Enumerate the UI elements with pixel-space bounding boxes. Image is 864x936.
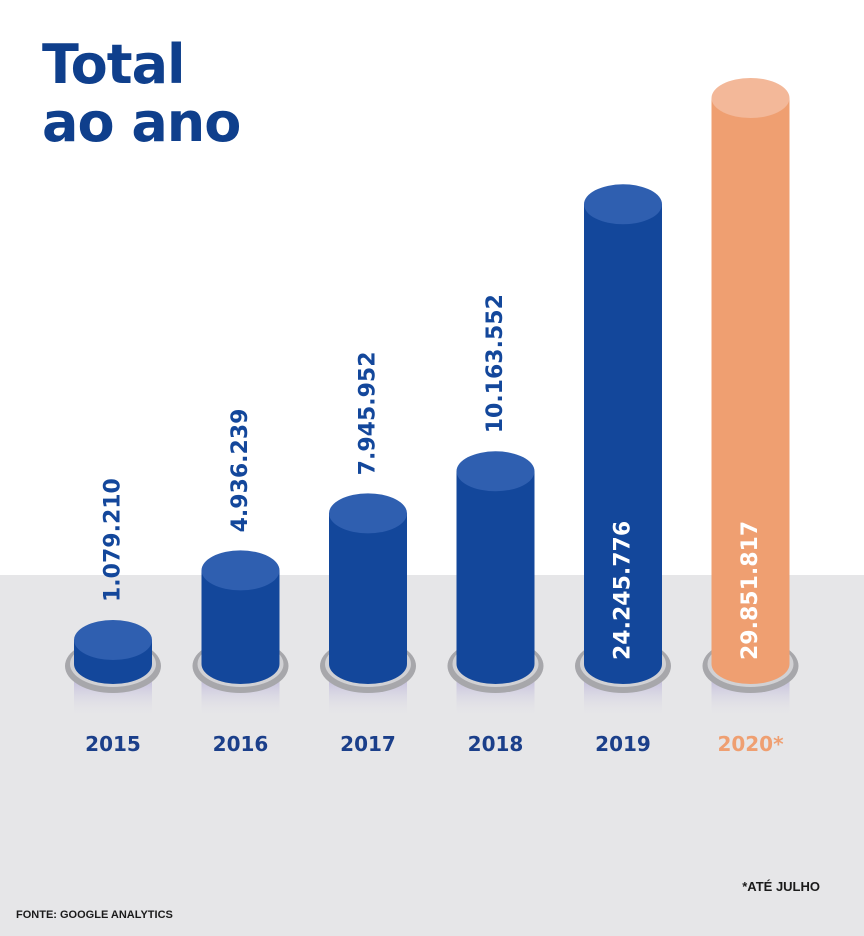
bar-body — [584, 204, 662, 664]
bar-top — [711, 78, 790, 118]
bar-body — [456, 471, 535, 664]
bar-body — [711, 98, 790, 664]
chart-title-line-1: Total — [42, 33, 186, 96]
category-label: 2015 — [85, 732, 141, 756]
bar-top — [584, 184, 662, 225]
bars-layer: 1.079.210 2015 4.936.239 2016 7.945.952 2017 1… — [65, 78, 799, 756]
category-label: 2019 — [595, 732, 651, 756]
bar-value-label: 7.945.952 — [356, 351, 381, 475]
category-label: 2020* — [717, 732, 784, 756]
chart-title-line-2: ao ano — [42, 91, 241, 154]
bar-top — [329, 493, 407, 534]
bar-value-label: 10.163.552 — [483, 294, 508, 433]
category-label: 2018 — [468, 732, 524, 756]
bar-value-label: 29.851.817 — [738, 521, 763, 660]
category-label: 2016 — [213, 732, 269, 756]
bar-top — [456, 451, 535, 492]
source-credit: FONTE: GOOGLE ANALYTICS — [16, 909, 173, 921]
bar-top — [201, 550, 280, 591]
bar-body — [329, 513, 407, 664]
bar-value-label: 24.245.776 — [611, 521, 636, 660]
footnote: *ATÉ JULHO — [742, 879, 820, 894]
bar-top — [74, 620, 152, 660]
bar-value-label: 4.936.239 — [228, 409, 253, 533]
bar-value-label: 1.079.210 — [101, 478, 126, 602]
category-label: 2017 — [340, 732, 396, 756]
